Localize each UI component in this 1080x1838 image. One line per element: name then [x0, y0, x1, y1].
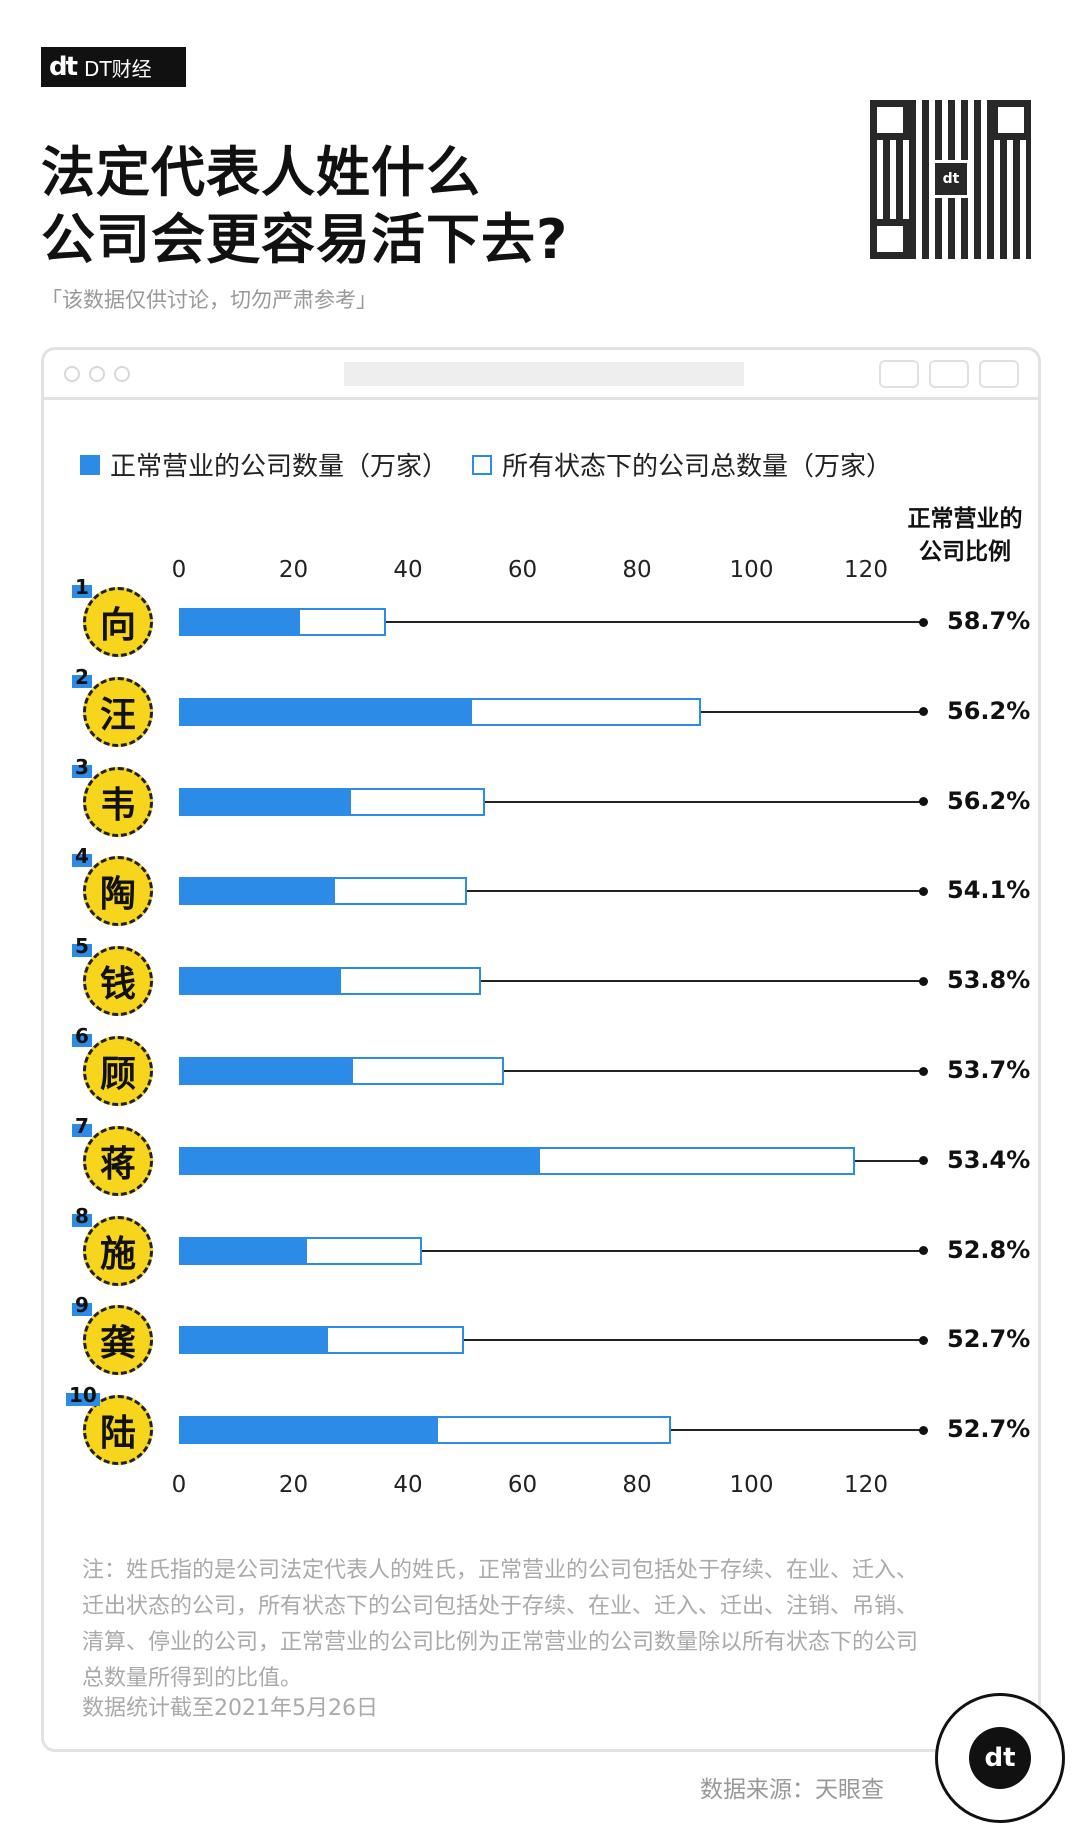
x-tick-top: 0 — [171, 557, 187, 583]
x-tick-bottom: 20 — [278, 1472, 309, 1498]
minimize-dot-icon — [89, 366, 105, 382]
x-tick-bottom: 60 — [507, 1472, 538, 1498]
ratio-label: 53.7% — [947, 1056, 1031, 1084]
ratio-header-line-1: 正常营业的 — [907, 506, 1023, 532]
row-line — [179, 980, 923, 983]
row-end-dot — [919, 707, 928, 717]
bar-filled — [179, 967, 342, 996]
legend-label-filled: 正常营业的公司数量（万家） — [110, 452, 449, 482]
row-line — [179, 890, 923, 893]
rank-badge: 4 — [72, 845, 92, 868]
x-tick-bottom: 80 — [622, 1472, 652, 1498]
legend-label-total: 所有状态下的公司总数量（万家） — [502, 452, 893, 482]
surname-avatar: 陆 — [83, 1395, 153, 1466]
ratio-label: 54.1% — [947, 876, 1031, 905]
surname-avatar: 施 — [83, 1215, 153, 1286]
row-line — [179, 621, 923, 623]
x-tick-bottom: 0 — [171, 1472, 187, 1498]
x-tick-bottom: 100 — [729, 1472, 774, 1498]
bar-filled — [179, 1057, 354, 1085]
surname-avatar: 蒋 — [83, 1125, 153, 1196]
ratio-header-line-2: 公司比例 — [919, 539, 1011, 565]
rank-badge: 8 — [72, 1204, 92, 1227]
row-end-dot — [919, 976, 928, 986]
row-end-dot — [919, 886, 928, 896]
rank-badge: 7 — [72, 1114, 92, 1137]
bar-filled — [179, 608, 301, 636]
qr-logo-icon: dt — [932, 160, 970, 198]
x-tick-top: 20 — [278, 557, 309, 583]
round-brand-logo: dt — [935, 1693, 1065, 1823]
row-end-dot — [919, 1066, 928, 1076]
row-end-dot — [919, 797, 928, 807]
ratio-label: 53.8% — [947, 966, 1031, 995]
title-line-2: 公司会更容易活下去? — [41, 208, 569, 271]
row-line — [179, 800, 923, 803]
x-tick-top: 40 — [393, 557, 423, 583]
bar-filled — [179, 877, 336, 906]
row-line — [179, 1070, 923, 1072]
row-end-dot — [919, 1156, 928, 1166]
surname-avatar: 钱 — [83, 946, 153, 1017]
x-tick-top: 80 — [622, 557, 652, 583]
surname-avatar: 龚 — [83, 1305, 153, 1376]
rank-badge: 3 — [72, 755, 92, 778]
legend: 正常营业的公司数量（万家） 所有状态下的公司总数量（万家） — [80, 446, 892, 483]
subtitle: 「该数据仅供讨论，切勿严肃参考」 — [41, 288, 377, 312]
legend-swatch-total — [472, 454, 493, 475]
bar-filled — [179, 1416, 438, 1445]
surname-avatar: 陶 — [83, 856, 153, 927]
x-tick-bottom: 40 — [393, 1472, 423, 1498]
legend-swatch-filled — [80, 454, 100, 475]
ratio-header: 正常营业的 公司比例 — [895, 503, 1035, 569]
rank-badge: 9 — [72, 1294, 92, 1317]
footnote: 注：姓氏指的是公司法定代表人的姓氏，正常营业的公司包括处于存续、在业、迁入、迁出… — [82, 1558, 919, 1691]
ratio-label: 58.7% — [947, 607, 1031, 635]
surname-avatar: 汪 — [83, 676, 153, 747]
title-line-1: 法定代表人姓什么 — [41, 141, 481, 204]
browser-bar — [44, 350, 1038, 400]
surname-avatar: 韦 — [83, 766, 153, 837]
bar-filled — [179, 1326, 329, 1355]
share-icon — [929, 360, 969, 388]
surname-avatar: 向 — [83, 587, 153, 657]
row-end-dot — [919, 1335, 928, 1345]
ratio-label: 56.2% — [947, 696, 1031, 725]
x-tick-bottom: 120 — [844, 1472, 888, 1498]
x-tick-top: 120 — [844, 557, 888, 583]
bar-filled — [179, 697, 472, 726]
rank-badge: 1 — [72, 576, 92, 598]
bar-filled — [179, 1236, 308, 1265]
brand-mark: dt — [969, 1727, 1031, 1789]
row-end-dot — [919, 1425, 928, 1435]
url-bar — [344, 362, 744, 386]
maximize-dot-icon — [114, 366, 130, 382]
data-source: 数据来源：天眼查 — [700, 1777, 884, 1803]
row-line — [179, 1249, 923, 1252]
close-dot-icon — [64, 366, 80, 382]
ratio-label: 52.8% — [947, 1235, 1031, 1264]
window-icon — [979, 360, 1019, 388]
rank-badge: 6 — [72, 1025, 92, 1047]
ratio-label: 52.7% — [947, 1325, 1031, 1354]
chart-card — [41, 347, 1041, 1752]
rank-badge: 10 — [66, 1384, 100, 1407]
rank-badge: 5 — [72, 935, 92, 958]
x-tick-top: 60 — [507, 557, 538, 583]
bar-filled — [179, 1146, 540, 1175]
row-end-dot — [919, 617, 928, 627]
record-icon — [879, 360, 919, 388]
qr-code: dt — [870, 100, 1031, 259]
surname-avatar: 顾 — [83, 1036, 153, 1106]
ratio-label: 56.2% — [947, 786, 1031, 815]
rank-badge: 2 — [72, 665, 92, 688]
ratio-label: 53.4% — [947, 1145, 1031, 1174]
row-end-dot — [919, 1246, 928, 1256]
data-date: 数据统计截至2021年5月26日 — [82, 1696, 378, 1721]
bar-filled — [179, 787, 351, 816]
brand-logo: dt DT财经 — [41, 47, 186, 87]
x-tick-top: 100 — [729, 557, 774, 583]
row-line — [179, 1339, 923, 1342]
ratio-label: 52.7% — [947, 1415, 1031, 1444]
